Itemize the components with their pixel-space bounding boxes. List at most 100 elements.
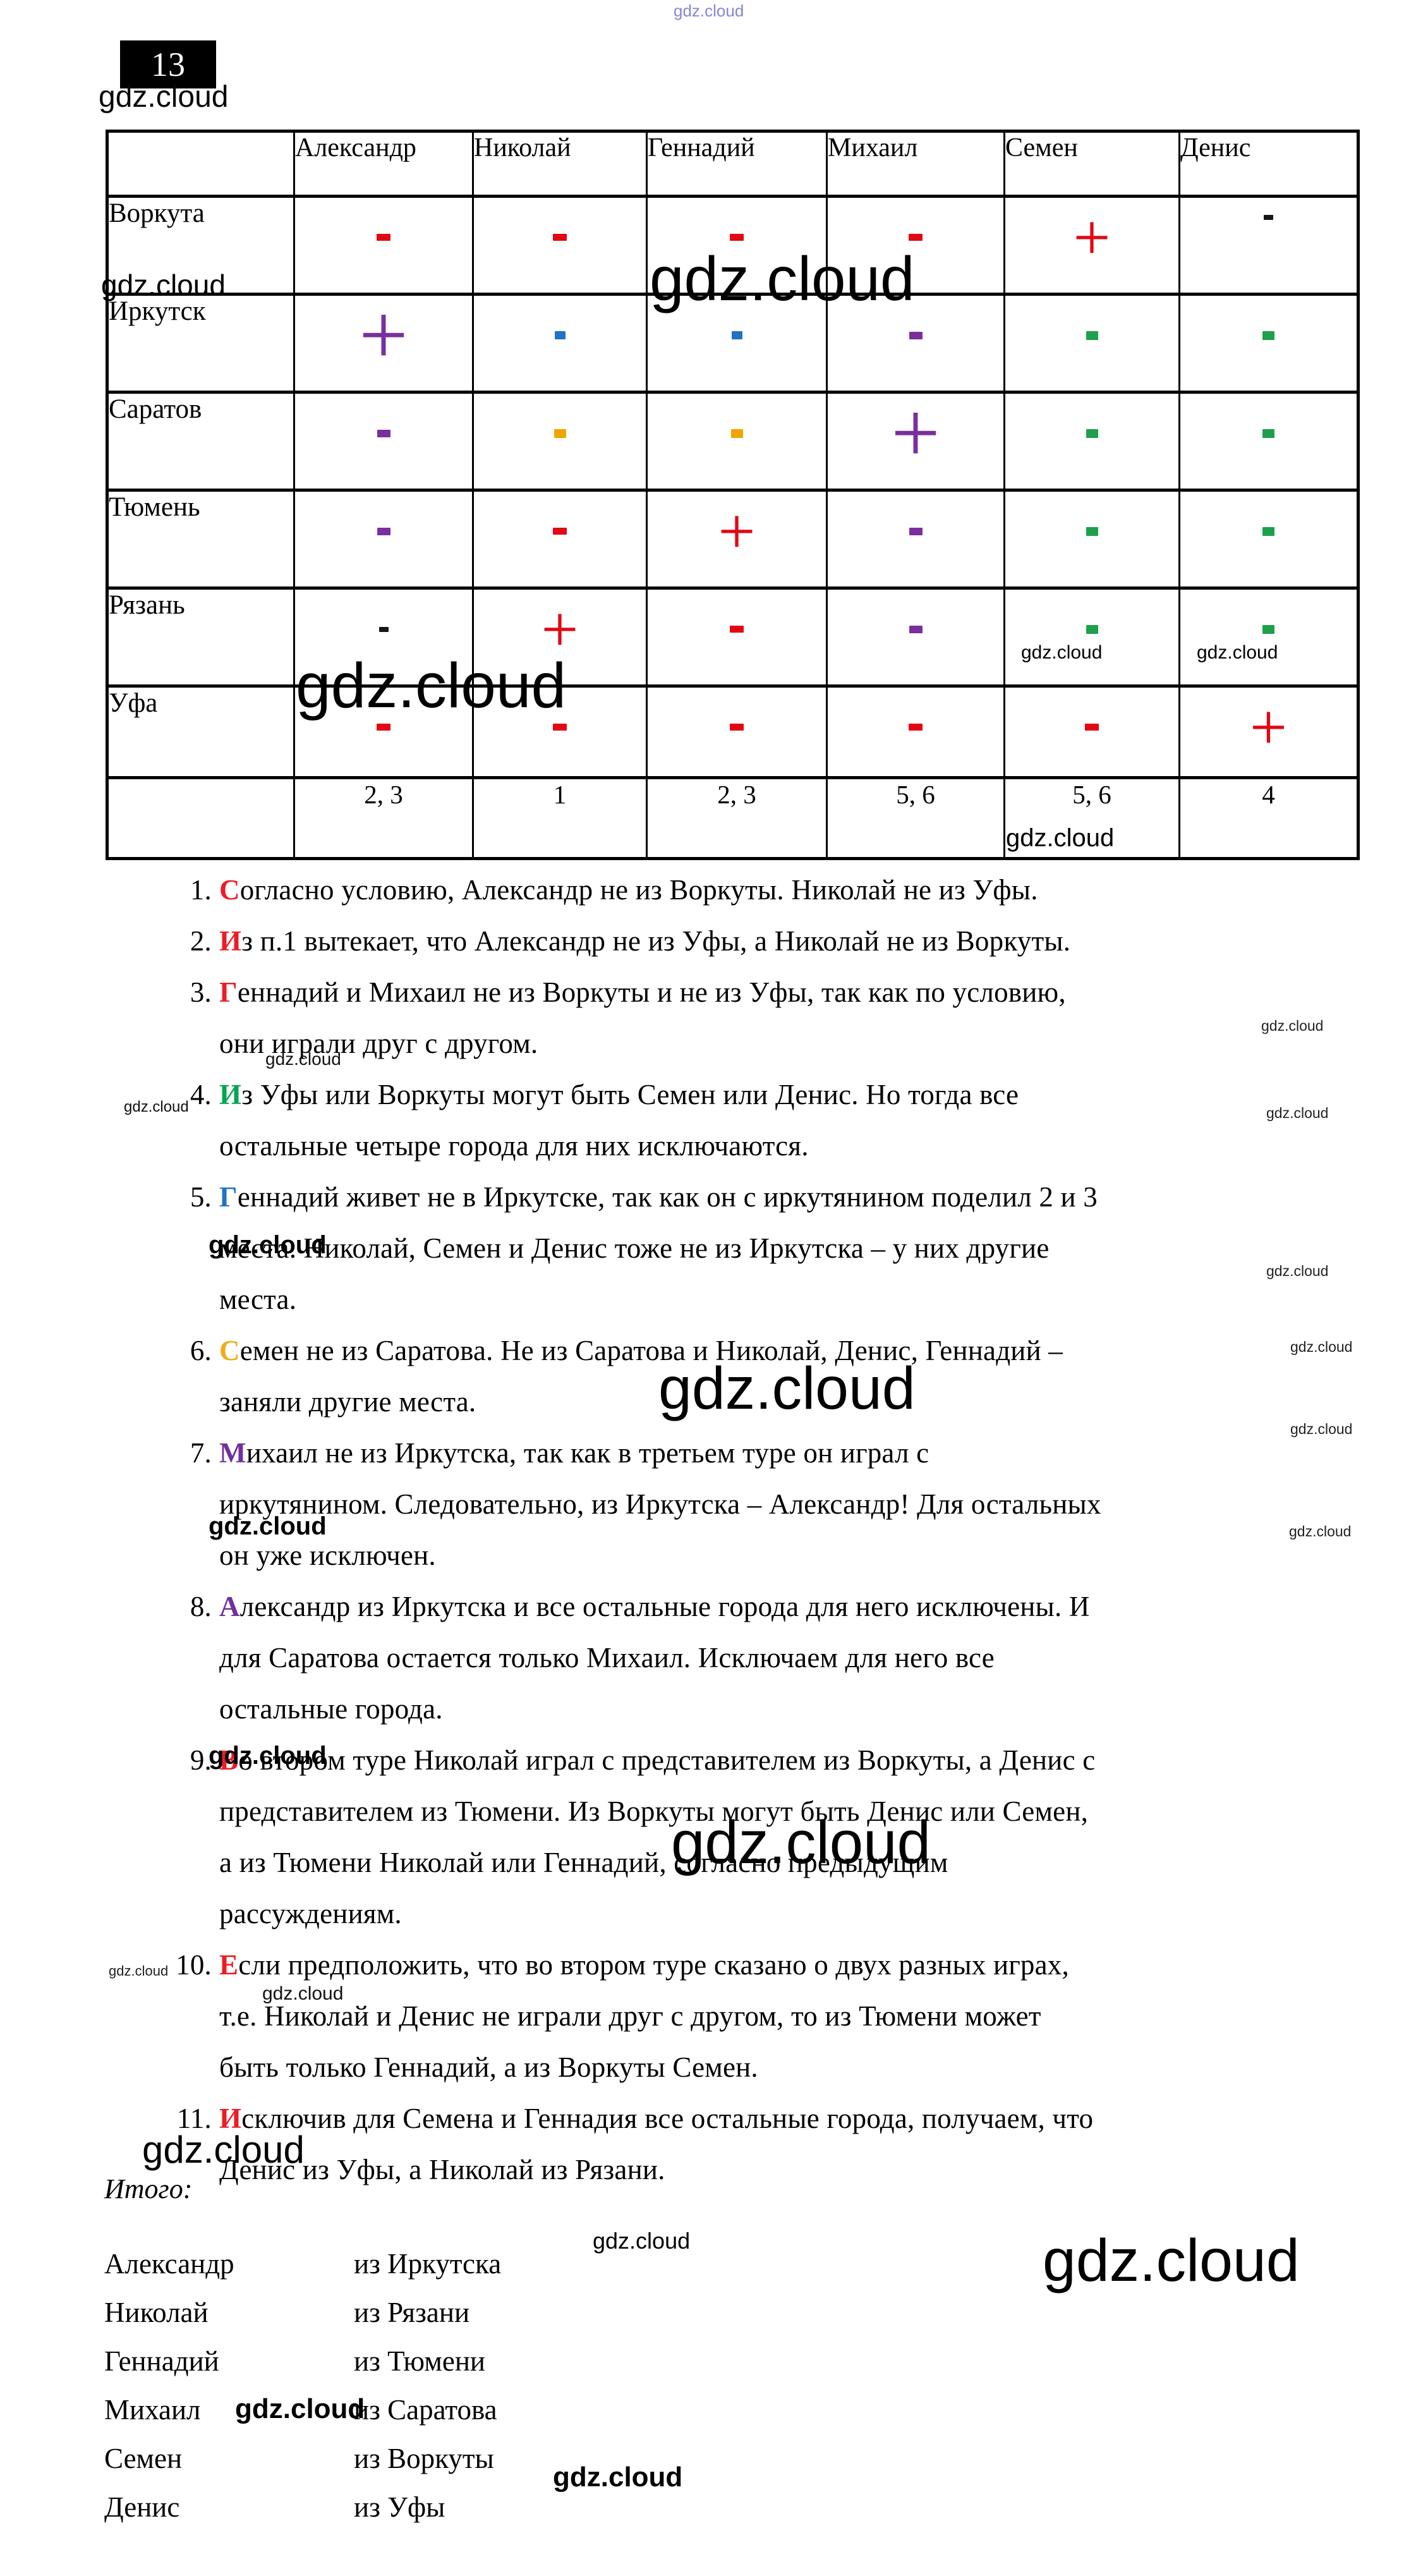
summary-city: из Воркуты xyxy=(354,2443,494,2474)
mark-box xyxy=(295,590,472,669)
mark-box: + xyxy=(1005,198,1178,277)
table-row-4: Тюмень + xyxy=(106,489,1359,590)
mark-cell xyxy=(1003,293,1180,394)
minus-mark xyxy=(554,331,566,339)
logic-table: Александр Николай Геннадий Михаил Семен Денис… xyxy=(106,130,1360,860)
summary-pair: Александр из Иркутска xyxy=(104,2247,501,2296)
mark-box xyxy=(828,296,1003,375)
table-header-row: Александр Николай Геннадий Михаил Семен Денис xyxy=(106,130,1359,198)
minus-mark xyxy=(554,428,566,438)
minus-mark xyxy=(909,724,923,731)
mark-cell xyxy=(646,293,828,394)
player-header: Александр xyxy=(293,130,474,198)
plus-mark: + xyxy=(1073,200,1111,274)
table-row-2: Иркутск + xyxy=(106,291,1359,394)
mark-box xyxy=(295,198,472,277)
minus-mark xyxy=(1262,526,1274,536)
mark-cell: + xyxy=(293,291,474,394)
step-item-7: 7. Михаил не из Иркутска, так как в треть… xyxy=(104,1428,1298,1581)
step-item-11: 11. Исключив для Семена и Геннадия все ос… xyxy=(104,2093,1298,2196)
summary-pair: Михаил из Саратова xyxy=(104,2393,501,2442)
summary-name: Геннадий xyxy=(104,2345,219,2377)
place-value: 2, 3 xyxy=(646,776,828,860)
mark-cell: + xyxy=(1178,684,1359,779)
mark-box xyxy=(1180,492,1357,571)
mark-cell xyxy=(472,684,648,779)
mark-box xyxy=(828,590,1003,669)
minus-mark xyxy=(377,429,390,437)
mark-cell xyxy=(826,684,1005,779)
minus-mark xyxy=(730,234,744,241)
minus-mark xyxy=(909,234,923,241)
step-number: 3. xyxy=(190,976,212,1008)
minus-mark xyxy=(1264,214,1273,220)
player-header: Семен xyxy=(1003,130,1180,198)
minus-mark xyxy=(909,527,923,535)
mark-box xyxy=(1005,296,1178,375)
minus-mark xyxy=(377,724,390,731)
summary-city: из Саратова xyxy=(354,2394,497,2426)
page-number: 13 xyxy=(151,46,185,83)
steps-list: 1. Согласно условию, Александр не из Ворк… xyxy=(104,865,1298,2196)
mark-box xyxy=(295,688,472,767)
mark-cell xyxy=(1178,293,1359,394)
mark-box xyxy=(828,688,1003,767)
minus-mark xyxy=(731,331,742,339)
mark-cell xyxy=(1003,586,1180,688)
mark-cell xyxy=(293,195,474,296)
step-item-6: 6. Семен не из Саратова. Не из Саратова и… xyxy=(104,1325,1298,1428)
mark-box: + xyxy=(828,389,1003,477)
mark-box xyxy=(648,394,826,473)
summary-pair: Семен из Воркуты xyxy=(104,2442,501,2491)
mark-box xyxy=(474,198,646,277)
mark-cell xyxy=(826,489,1005,590)
minus-mark xyxy=(1085,724,1099,731)
mark-cell xyxy=(1003,391,1180,492)
city-label: Тюмень xyxy=(106,489,295,590)
mark-cell xyxy=(293,586,474,688)
mark-cell xyxy=(293,684,474,779)
summary-pair: Геннадий из Тюмени xyxy=(104,2345,501,2393)
summary-city: из Рязани xyxy=(354,2297,470,2328)
minus-mark xyxy=(553,528,567,535)
summary-city: из Уфы xyxy=(354,2491,445,2523)
minus-mark xyxy=(730,724,744,731)
mark-cell xyxy=(646,684,828,779)
place-value: 5, 6 xyxy=(1003,776,1180,860)
step-lead-letter: Г xyxy=(219,1181,238,1213)
minus-mark xyxy=(377,234,390,241)
mark-cell xyxy=(293,489,474,590)
mark-cell: + xyxy=(1003,195,1180,296)
table-body: Воркута + Иркутск + Саратов + Тюмень + Рязань + Уф… xyxy=(106,195,1359,860)
step-number: 4. xyxy=(190,1079,212,1110)
step-lead-letter: И xyxy=(219,925,242,957)
table-row-3: Саратов + xyxy=(106,389,1359,492)
mark-cell xyxy=(826,586,1005,688)
mark-box xyxy=(295,492,472,571)
mark-box xyxy=(474,688,646,767)
player-header: Денис xyxy=(1178,130,1359,198)
mark-box xyxy=(1180,590,1357,669)
table-row-6: Уфа + xyxy=(106,684,1359,779)
mark-cell xyxy=(1178,586,1359,688)
mark-box: + xyxy=(295,291,472,379)
step-item-8: 8. Александр из Иркутска и все остальные … xyxy=(104,1581,1298,1735)
step-number: 2. xyxy=(190,925,212,957)
place-value: 5, 6 xyxy=(826,776,1005,860)
step-lead-letter: М xyxy=(219,1437,246,1469)
minus-mark xyxy=(553,234,567,241)
mark-box xyxy=(1005,394,1178,473)
step-lead-letter: И xyxy=(219,1079,242,1110)
mark-cell xyxy=(1178,391,1359,492)
city-label: Саратов xyxy=(106,391,295,492)
mark-box xyxy=(648,296,826,375)
step-lead-letter: Г xyxy=(219,976,238,1008)
step-lead-letter: В xyxy=(219,1744,239,1776)
summary-name: Николай xyxy=(104,2297,209,2328)
places-corner-cell xyxy=(106,776,295,860)
mark-box: + xyxy=(474,590,646,669)
mark-cell xyxy=(1003,489,1180,590)
mark-box xyxy=(474,492,646,571)
summary-name: Денис xyxy=(104,2491,180,2523)
